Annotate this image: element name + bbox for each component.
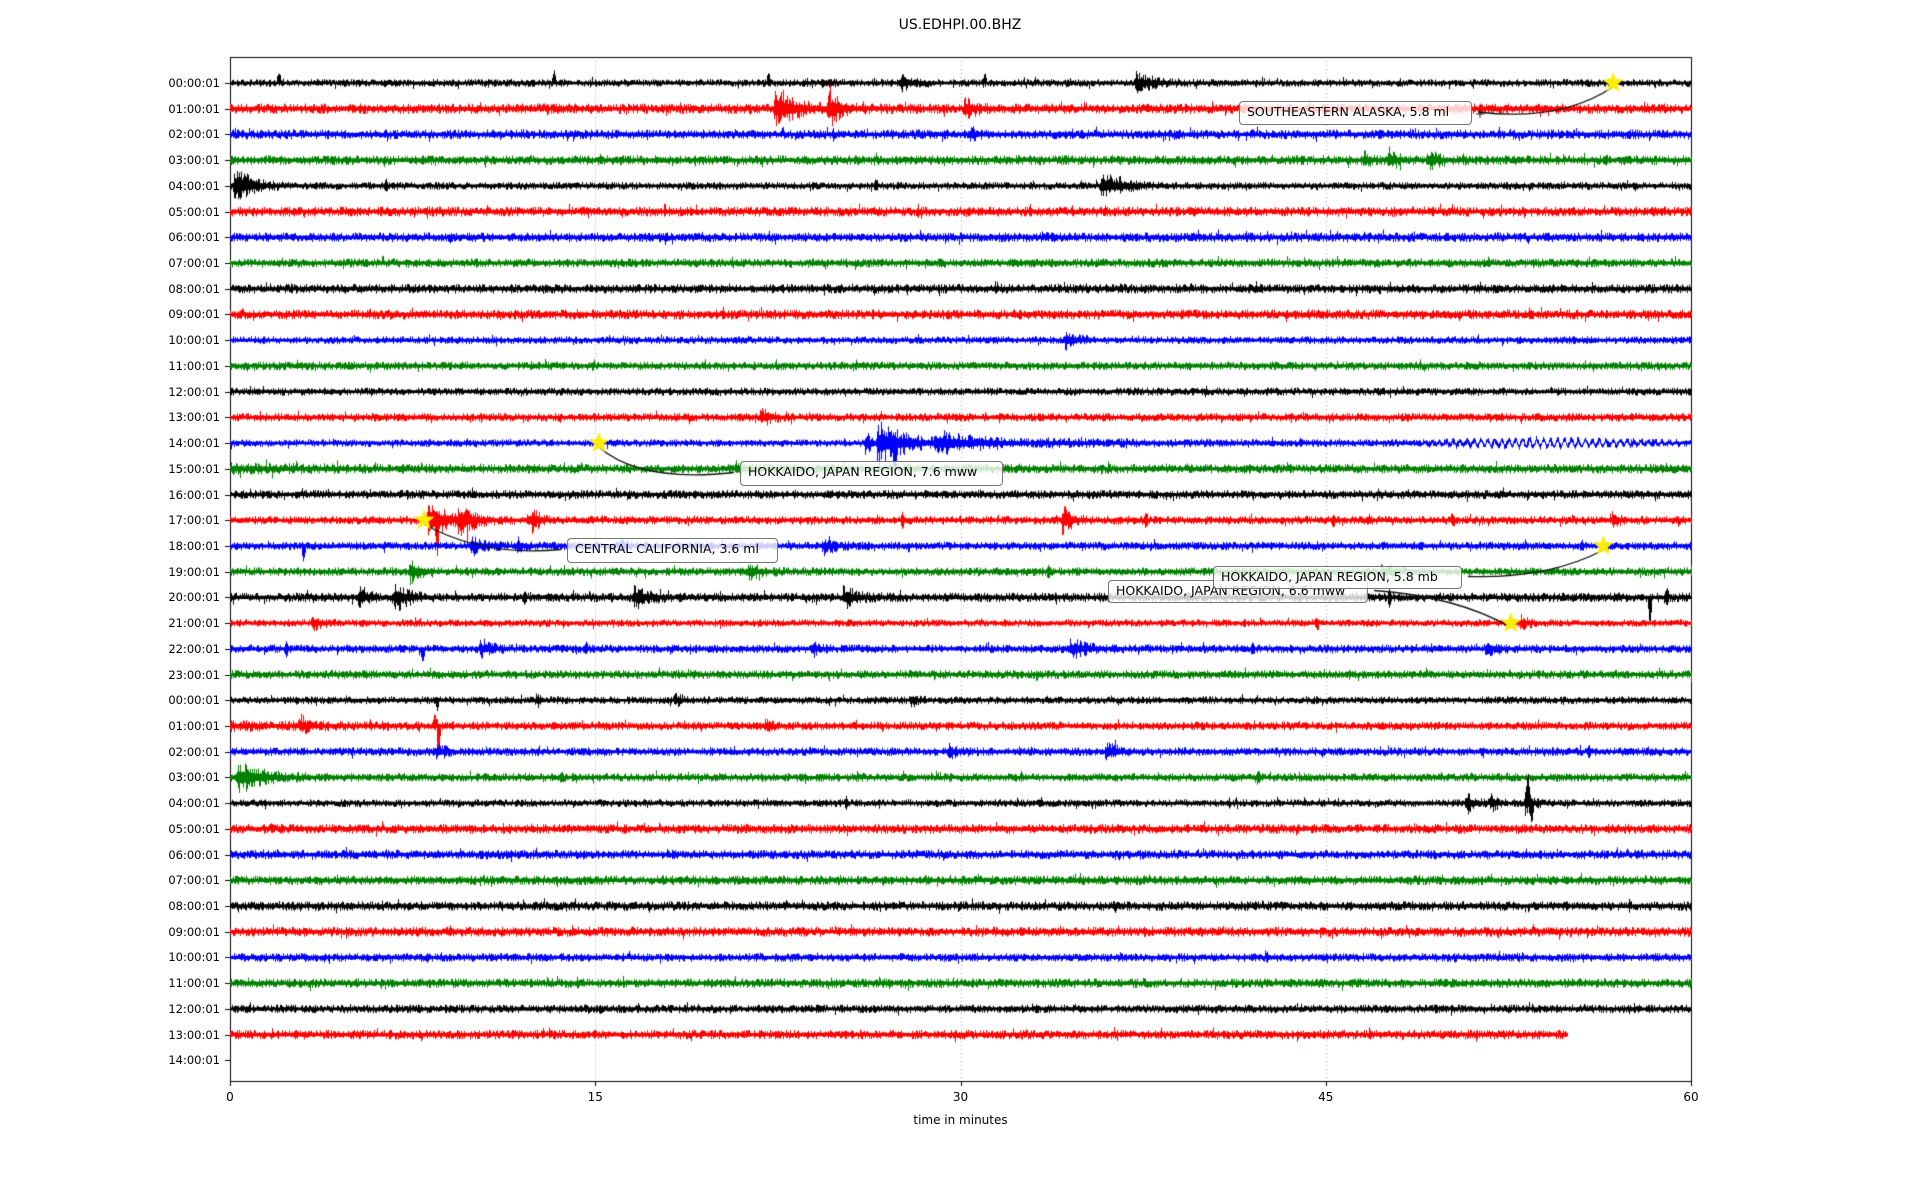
y-tick-label: 09:00:01 bbox=[168, 924, 220, 939]
y-tick-label: 06:00:01 bbox=[168, 847, 220, 862]
event-annotation-central-california: CENTRAL CALIFORNIA, 3.6 ml bbox=[567, 538, 778, 563]
y-tick-label: 09:00:01 bbox=[168, 307, 220, 322]
y-tick-label: 13:00:01 bbox=[168, 410, 220, 425]
event-annotation-hokkaido-58mb: HOKKAIDO, JAPAN REGION, 5.8 mb bbox=[1213, 566, 1462, 589]
y-tick-label: 18:00:01 bbox=[168, 538, 220, 553]
x-axis-label: time in minutes bbox=[913, 1113, 1008, 1127]
y-tick-label: 12:00:01 bbox=[168, 1001, 220, 1016]
y-tick-label: 04:00:01 bbox=[168, 796, 220, 811]
x-tick-label: 45 bbox=[1318, 1090, 1334, 1104]
y-tick-label: 15:00:01 bbox=[168, 461, 220, 476]
y-tick-label: 00:00:01 bbox=[168, 76, 220, 90]
x-tick-label: 15 bbox=[587, 1090, 603, 1104]
y-tick-label: 00:00:01 bbox=[168, 693, 220, 708]
y-tick-label: 19:00:01 bbox=[168, 564, 220, 579]
y-tick-label: 01:00:01 bbox=[168, 719, 220, 733]
event-annotation-southeastern-alaska: SOUTHEASTERN ALASKA, 5.8 ml bbox=[1239, 101, 1472, 125]
y-tick-label: 03:00:01 bbox=[168, 153, 220, 168]
y-tick-label: 02:00:01 bbox=[168, 127, 220, 142]
y-tick-label: 12:00:01 bbox=[168, 384, 220, 399]
y-tick-label: 21:00:01 bbox=[168, 616, 220, 631]
y-tick-label: 05:00:01 bbox=[168, 204, 220, 219]
x-tick-label: 30 bbox=[952, 1090, 969, 1104]
y-tick-label: 10:00:01 bbox=[168, 950, 220, 965]
y-tick-label: 23:00:01 bbox=[168, 667, 220, 682]
y-tick-label: 22:00:01 bbox=[168, 641, 220, 656]
y-tick-label: 08:00:01 bbox=[168, 281, 220, 296]
y-tick-label: 03:00:01 bbox=[168, 770, 220, 785]
x-tick-label: 0 bbox=[226, 1090, 234, 1104]
y-tick-label: 07:00:01 bbox=[168, 256, 220, 271]
y-tick-label: 10:00:01 bbox=[168, 333, 220, 348]
y-tick-label: 11:00:01 bbox=[168, 976, 220, 991]
y-tick-label: 14:00:01 bbox=[168, 436, 220, 451]
y-tick-label: 06:00:01 bbox=[168, 230, 220, 245]
y-tick-label: 16:00:01 bbox=[168, 487, 220, 502]
y-tick-label: 14:00:01 bbox=[168, 1053, 220, 1068]
y-tick-label: 11:00:01 bbox=[168, 358, 220, 373]
event-annotation-hokkaido-76mww: HOKKAIDO, JAPAN REGION, 7.6 mww bbox=[740, 461, 1003, 486]
y-tick-label: 01:00:01 bbox=[168, 101, 220, 116]
x-tick-label: 60 bbox=[1683, 1090, 1699, 1104]
y-tick-label: 02:00:01 bbox=[168, 744, 220, 759]
y-tick-label: 05:00:01 bbox=[168, 821, 220, 836]
y-tick-label: 20:00:01 bbox=[168, 590, 220, 605]
y-tick-label: 04:00:01 bbox=[168, 178, 220, 193]
y-tick-label: 17:00:01 bbox=[168, 513, 220, 528]
y-tick-label: 07:00:01 bbox=[168, 873, 220, 888]
y-tick-label: 08:00:01 bbox=[168, 899, 220, 914]
y-tick-label: 13:00:01 bbox=[168, 1027, 220, 1042]
